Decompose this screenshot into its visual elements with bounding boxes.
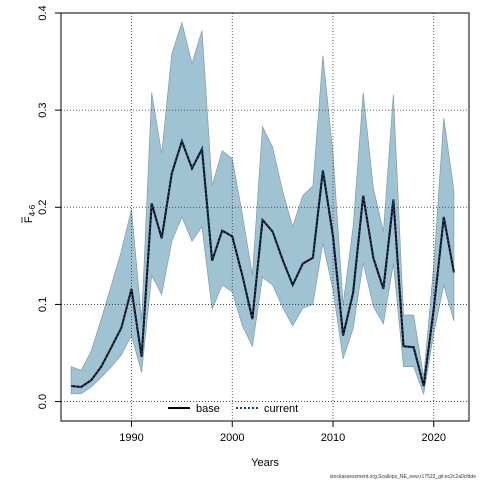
legend-label-current: current	[264, 403, 298, 415]
x-axis: 1990 2000 2010 2020	[119, 421, 446, 444]
y-tick-label-0.2: 0.2	[37, 200, 49, 215]
caption: stockassessment.org,Scallops_NE_new,r175…	[330, 474, 476, 480]
y-tick-label-0.1: 0.1	[37, 297, 49, 312]
y-axis-title: F4-6	[21, 204, 37, 223]
y-axis-title-sub: 4-6	[28, 204, 37, 216]
x-tick-label-2000: 2000	[220, 432, 244, 444]
plot-frame	[60, 12, 470, 422]
y-tick-label-0.3: 0.3	[37, 102, 49, 117]
svg-text:F4-6: F4-6	[23, 204, 37, 223]
x-tick-label-1990: 1990	[119, 432, 143, 444]
plot-area	[60, 12, 470, 422]
y-axis-title-main: F	[23, 216, 35, 223]
x-tick-label-2010: 2010	[321, 432, 345, 444]
y-tick-label-0.4: 0.4	[37, 5, 49, 20]
confidence-band	[70, 21, 455, 396]
x-tick-label-2020: 2020	[421, 432, 445, 444]
legend: base current	[168, 403, 298, 415]
series-line-current	[71, 138, 455, 389]
x-axis-title: Years	[251, 457, 279, 469]
y-axis: 0.0 0.1 0.2 0.3 0.4	[37, 5, 61, 409]
y-tick-label-0.0: 0.0	[37, 394, 49, 409]
legend-label-base: base	[196, 403, 220, 415]
